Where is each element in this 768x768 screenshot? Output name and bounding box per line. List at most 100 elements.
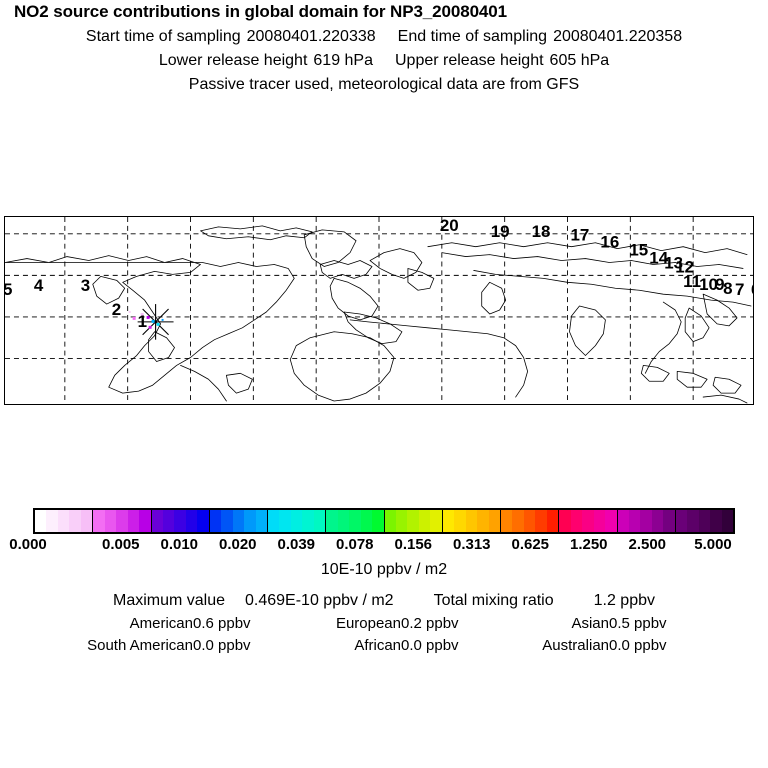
start-time-label: Start time of sampling <box>85 28 241 45</box>
colorbar-tick-4: 0.039 <box>277 536 316 553</box>
colorbar-step-6-1 <box>395 510 408 532</box>
region-value-asian: 0.5 ppbv <box>609 615 667 632</box>
plume-pixels <box>128 310 164 329</box>
colorbar-tick-2: 0.010 <box>160 536 199 553</box>
colorbar <box>33 508 735 534</box>
colorbar-step-10-2 <box>640 510 652 532</box>
colorbar-step-5-2 <box>349 510 361 532</box>
colorbar-step-11-2 <box>698 510 711 532</box>
colorbar-step-11-3 <box>710 510 722 532</box>
colorbar-tick-labels: 0.000 0.005 0.010 0.020 0.039 0.078 0.156 0.313… <box>0 536 768 554</box>
colorbar-step-10-1 <box>628 510 641 532</box>
colorbar-step-10-0 <box>617 510 629 532</box>
page-title: NO2 source contributions in global domai… <box>14 2 507 21</box>
colorbar-tick-11: 5.000 <box>694 536 732 553</box>
tracer-note: Passive tracer used, meteorological data… <box>188 76 580 93</box>
colorbar-step-5-0 <box>326 510 338 532</box>
colorbar-step-4-1 <box>279 510 291 532</box>
colorbar-segment-10 <box>617 510 676 532</box>
colorbar-step-6-4 <box>430 510 442 532</box>
colorbar-tick-6: 0.156 <box>394 536 433 553</box>
region-value-south-american: 0.0 ppbv <box>193 637 251 654</box>
trajectory-label-20: 20 <box>440 217 459 235</box>
colorbar-step-0-4 <box>80 510 93 532</box>
colorbar-tick-8: 0.625 <box>511 536 550 553</box>
colorbar-step-0-1 <box>46 510 58 532</box>
colorbar-step-5-1 <box>337 510 350 532</box>
region-label-european: European <box>335 615 401 632</box>
colorbar-step-6-2 <box>407 510 419 532</box>
colorbar-step-7-2 <box>465 510 478 532</box>
colorbar-unit-label: 10E-10 ppbv / m2 <box>320 561 448 578</box>
colorbar-tick-1: 0.005 <box>101 536 140 553</box>
colorbar-step-9-2 <box>582 510 594 532</box>
trajectory-label-17: 17 <box>570 226 589 245</box>
trajectory-label-7: 7 <box>735 280 744 299</box>
region-value-american: 0.6 ppbv <box>193 615 251 632</box>
trajectory-label-6: 6 <box>751 280 753 299</box>
sampling-time-line: Start time of sampling 20080401.220338 End… <box>0 28 768 46</box>
region-label-australian: Australian <box>542 637 609 654</box>
colorbar-step-7-4 <box>488 510 501 532</box>
colorbar-segment-8 <box>501 510 560 532</box>
max-and-total-row: Maximum value 0.469E-10 ppbv / m2 Total mi… <box>0 592 768 610</box>
trajectory-label-3: 3 <box>81 276 90 295</box>
colorbar-step-9-4 <box>605 510 617 532</box>
colorbar-step-9-3 <box>593 510 606 532</box>
region-label-african: African <box>354 637 401 654</box>
colorbar-step-2-1 <box>162 510 175 532</box>
colorbar-step-1-0 <box>93 510 105 532</box>
trajectory-label-16: 16 <box>600 233 619 252</box>
colorbar-step-10-4 <box>663 510 675 532</box>
max-value-label: Maximum value <box>112 592 226 609</box>
colorbar-step-3-2 <box>232 510 245 532</box>
colorbar-step-1-4 <box>139 510 151 532</box>
trajectory-label-1: 1 <box>138 312 147 331</box>
colorbar-step-3-0 <box>209 510 222 532</box>
region-label-american: American <box>129 615 193 632</box>
colorbar-tick-9: 1.250 <box>569 536 608 553</box>
upper-release-value: 605 hPa <box>549 52 610 69</box>
colorbar-step-9-0 <box>559 510 571 532</box>
trajectory-label-13: 13 <box>664 254 683 273</box>
total-mixing-ratio-value: 1.2 ppbv <box>593 592 655 609</box>
colorbar-step-2-4 <box>197 510 209 532</box>
release-height-line: Lower release height 619 hPa Upper release… <box>0 52 768 70</box>
colorbar-step-7-1 <box>454 510 466 532</box>
colorbar-segment-11 <box>675 510 734 532</box>
end-time-value: 20080401.220358 <box>553 28 683 45</box>
colorbar-segments <box>33 508 735 534</box>
end-time-label: End time of sampling <box>397 28 548 45</box>
colorbar-step-1-1 <box>104 510 117 532</box>
region-row-bottom: South American0.0 ppbv African0.0 ppbv Aus… <box>0 637 768 654</box>
colorbar-segment-9 <box>559 510 618 532</box>
start-time-value: 20080401.220338 <box>246 28 376 45</box>
colorbar-step-10-3 <box>651 510 664 532</box>
trajectory-label-5: 5 <box>5 280 12 299</box>
upper-release-label: Upper release height <box>395 52 544 69</box>
coastlines <box>5 225 752 404</box>
region-label-south-american: South American <box>87 637 193 654</box>
region-label-asian: Asian <box>571 615 609 632</box>
colorbar-step-8-2 <box>523 510 536 532</box>
colorbar-segment-2 <box>151 510 210 532</box>
colorbar-segment-5 <box>326 510 385 532</box>
trajectory-label-4: 4 <box>34 276 44 295</box>
trajectory-label-14: 14 <box>649 249 668 268</box>
max-value-value: 0.469E-10 ppbv / m2 <box>245 592 394 609</box>
colorbar-step-6-0 <box>384 510 396 532</box>
colorbar-step-2-2 <box>174 510 186 532</box>
colorbar-segment-0 <box>35 510 94 532</box>
trajectory-label-12: 12 <box>675 257 694 276</box>
colorbar-step-11-0 <box>675 510 688 532</box>
region-value-australian: 0.0 ppbv <box>609 637 667 654</box>
colorbar-step-4-3 <box>302 510 314 532</box>
colorbar-segment-1 <box>93 510 152 532</box>
trajectory-label-15: 15 <box>629 241 648 260</box>
colorbar-step-5-4 <box>372 510 384 532</box>
colorbar-segment-3 <box>209 510 268 532</box>
lower-release-value: 619 hPa <box>313 52 373 69</box>
region-value-african: 0.0 ppbv <box>401 637 459 654</box>
trajectory-label-2: 2 <box>112 300 121 319</box>
statistics-block: Maximum value 0.469E-10 ppbv / m2 Total mi… <box>0 592 768 654</box>
